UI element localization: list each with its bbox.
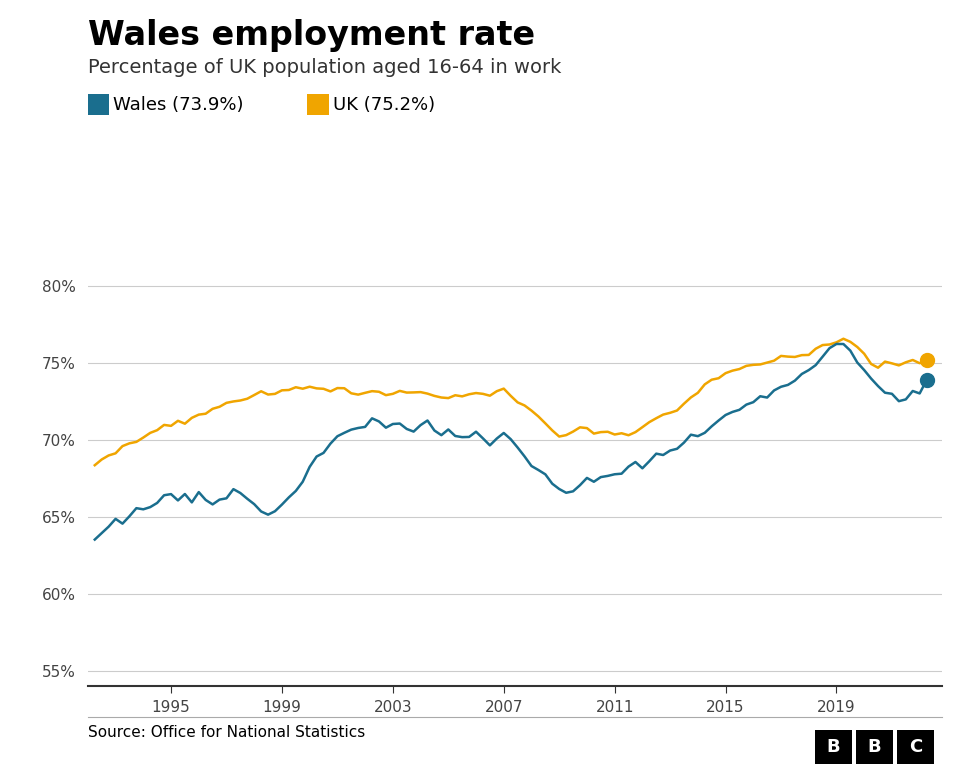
Bar	[898, 730, 934, 764]
Text: B: B	[827, 738, 840, 756]
Text: Percentage of UK population aged 16-64 in work: Percentage of UK population aged 16-64 i…	[88, 58, 561, 78]
Text: C: C	[910, 738, 922, 756]
Bar	[815, 730, 852, 764]
Bar	[856, 730, 893, 764]
Text: Wales employment rate: Wales employment rate	[88, 19, 535, 53]
Text: UK (75.2%): UK (75.2%)	[333, 95, 435, 114]
Text: B: B	[868, 738, 881, 756]
Text: Source: Office for National Statistics: Source: Office for National Statistics	[88, 725, 365, 739]
Text: Wales (73.9%): Wales (73.9%)	[113, 95, 244, 114]
